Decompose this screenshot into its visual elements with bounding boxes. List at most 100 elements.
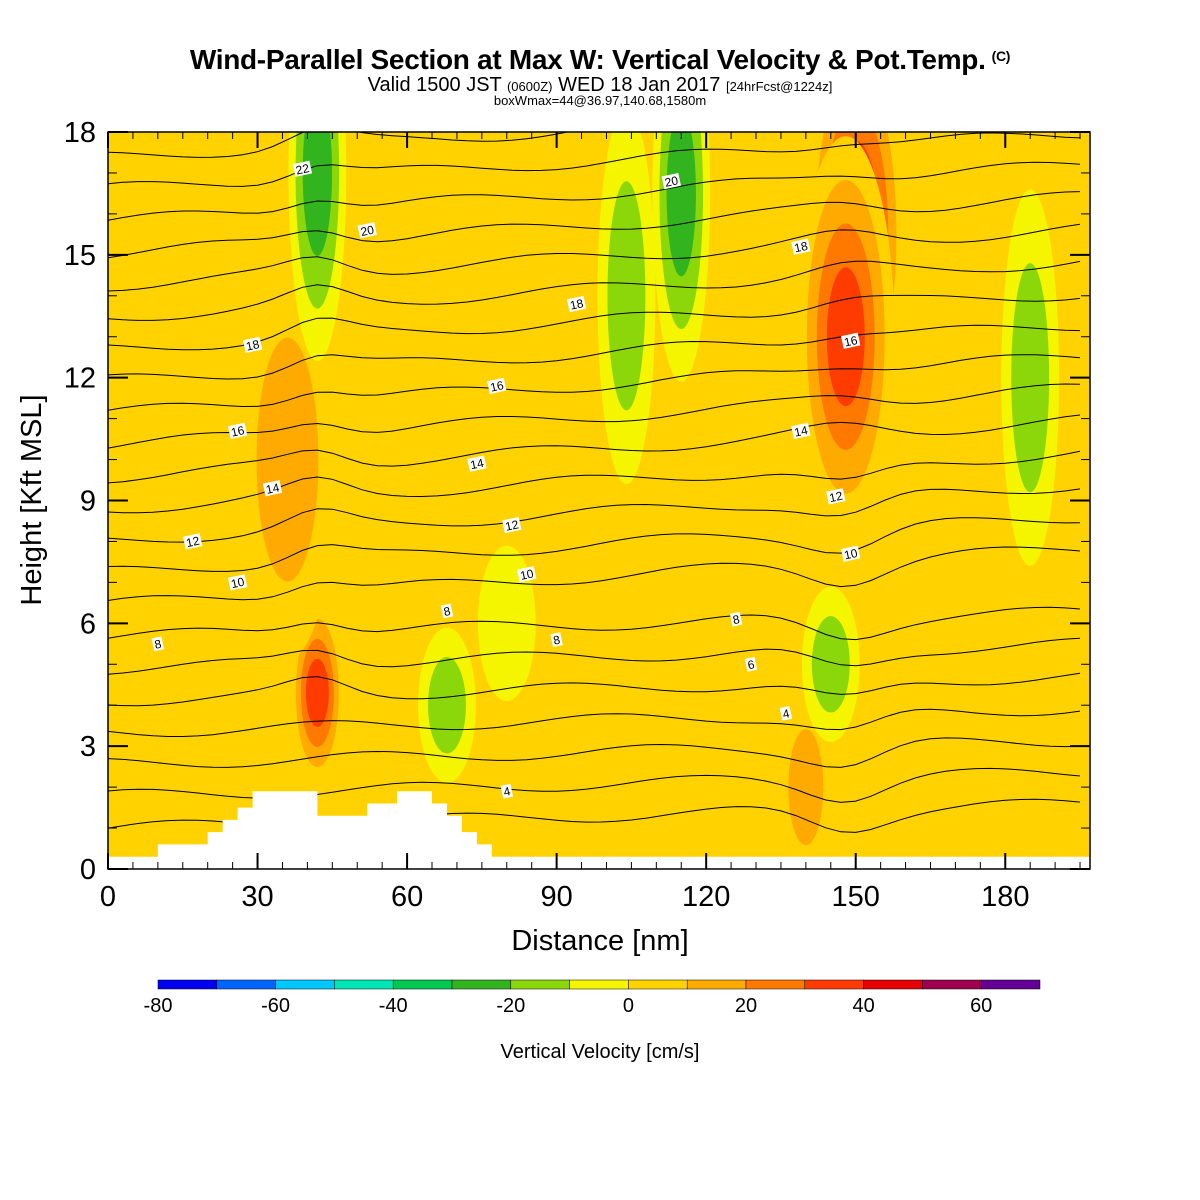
weak-updraft-band (950, 541, 981, 869)
contour-label-text: 16 (489, 378, 505, 395)
downdraft-blob (607, 181, 646, 411)
colorbar-swatch (863, 979, 923, 990)
x-tick-label: 150 (832, 881, 880, 913)
isentrope-line (108, 294, 1081, 351)
contour-label: 10 (227, 574, 248, 591)
weak-updraft-band (491, 684, 572, 869)
isentrope-line (108, 546, 1081, 601)
downdraft-blob (666, 132, 696, 277)
contour-label-text: 12 (185, 534, 201, 551)
contour-label-text: 16 (230, 423, 246, 440)
contour-label-text: 8 (731, 612, 741, 627)
weak-updraft-band (910, 213, 951, 624)
contour-label: 22 (292, 160, 313, 178)
updraft-blob (305, 658, 329, 727)
contour-label-bg (292, 160, 313, 177)
contour-label-bg (262, 480, 283, 497)
colorbar-swatch (569, 979, 629, 990)
chart-subtitle: Valid 1500 JST (0600Z) WED 18 Jan 2017 [… (0, 74, 1200, 97)
contour-label-bg (487, 377, 507, 395)
colorbar-swatch (980, 979, 1041, 990)
contour-label-text: 22 (295, 161, 311, 178)
colorbar: -80 -60 -40 -20 0 20 40 60 (144, 979, 1041, 1017)
contour-label-text: 14 (793, 423, 809, 440)
isentrope-line (108, 672, 1081, 707)
colorbar-swatch (451, 979, 512, 990)
contour-label: 12 (183, 533, 203, 550)
contour-label: 16 (487, 377, 507, 395)
chart-title-text: Wind-Parallel Section at Max W: Vertical… (189, 44, 986, 75)
colorbar-swatch (922, 979, 982, 990)
contour-label: 14 (262, 480, 283, 497)
y-tick-label: 0 (80, 854, 96, 886)
contour-label-bg (729, 611, 743, 627)
contour-label-text: 14 (469, 456, 485, 473)
isentrope-line (108, 191, 1081, 259)
colorbar-swatch (745, 979, 806, 990)
terrain-mask (108, 791, 1090, 869)
colorbar-tick-label: -80 (144, 995, 173, 1017)
valid-date: WED 18 Jan 2017 (558, 74, 721, 96)
contour-label: 4 (779, 706, 793, 721)
isentrope-line (108, 517, 1081, 572)
contour-label: 16 (841, 332, 861, 350)
contour-label-text: 10 (519, 566, 535, 583)
contour-label: 10 (517, 566, 537, 583)
colorbar-swatch (392, 979, 453, 990)
colorbar-tick-label: -60 (261, 995, 290, 1017)
colorbar-swatch (510, 979, 570, 990)
contour-label-text: 4 (781, 706, 791, 721)
downdraft-blob (302, 132, 333, 256)
forecast-info: [24hrFcst@1224z] (725, 79, 833, 94)
axes: 0 30 60 90 120 150 180 0 3 6 9 12 15 18 (64, 117, 1090, 913)
updraft-blob (256, 337, 319, 582)
contour-label: 10 (841, 545, 861, 563)
contour-label-text: 8 (442, 604, 452, 619)
copyright-mark: (C) (991, 48, 1011, 64)
isentrope-line (108, 260, 1081, 321)
y-axis-label: Height [Kft MSL] (16, 394, 48, 605)
y-tick-label: 3 (80, 731, 96, 763)
contour-label: 18 (791, 238, 811, 255)
contour-label-text: 12 (828, 489, 844, 506)
colorbar-tick-label: -40 (379, 995, 408, 1017)
contour-label-bg (440, 603, 454, 619)
isentrope-line (108, 223, 1081, 292)
terrain-shape (108, 791, 1090, 869)
downdraft-blob (428, 657, 466, 754)
contour-label: 12 (826, 488, 846, 505)
colorbar-swatch (157, 979, 218, 990)
contour-label-text: 4 (502, 784, 512, 799)
contour-labels: 22 20 20 18 18 18 16 16 16 14 14 14 12 12 12 10 10 10 8 8 8 8… (151, 160, 861, 799)
contour-label-text: 20 (359, 222, 375, 239)
contour-label-bg (517, 566, 537, 583)
colorbar-swatch (275, 979, 335, 990)
contour-label: 8 (440, 603, 454, 619)
x-tick-label: 180 (981, 881, 1029, 913)
y-tick-label: 18 (64, 117, 96, 149)
weak-updraft-band (691, 213, 771, 788)
isentrope-line (108, 737, 1081, 768)
y-tick-label: 12 (64, 363, 96, 395)
colorbar-swatch (686, 979, 747, 990)
contour-label-bg (357, 222, 377, 239)
colorbar-swatch (804, 979, 864, 990)
colorbar-swatch (628, 979, 688, 990)
colorbar-tick-label: 60 (970, 995, 992, 1017)
contour-label: 16 (227, 422, 248, 440)
weak-updraft-band (526, 213, 567, 706)
y-tick-label: 6 (80, 608, 96, 640)
colorbar-tick-label: 0 (623, 995, 634, 1017)
contour-label-text: 10 (843, 546, 859, 563)
x-axis-label: Distance [nm] (511, 925, 688, 957)
contour-label-bg (791, 238, 811, 255)
contour-label: 18 (242, 336, 263, 354)
colorbar-tick-label: 40 (852, 995, 874, 1017)
colorbar-swatch (334, 979, 394, 990)
contour-label-bg (826, 488, 846, 505)
isentrope-line (108, 132, 1081, 187)
contour-label-bg (183, 533, 203, 550)
x-tick-label: 120 (682, 881, 730, 913)
updraft-blob (788, 729, 824, 846)
